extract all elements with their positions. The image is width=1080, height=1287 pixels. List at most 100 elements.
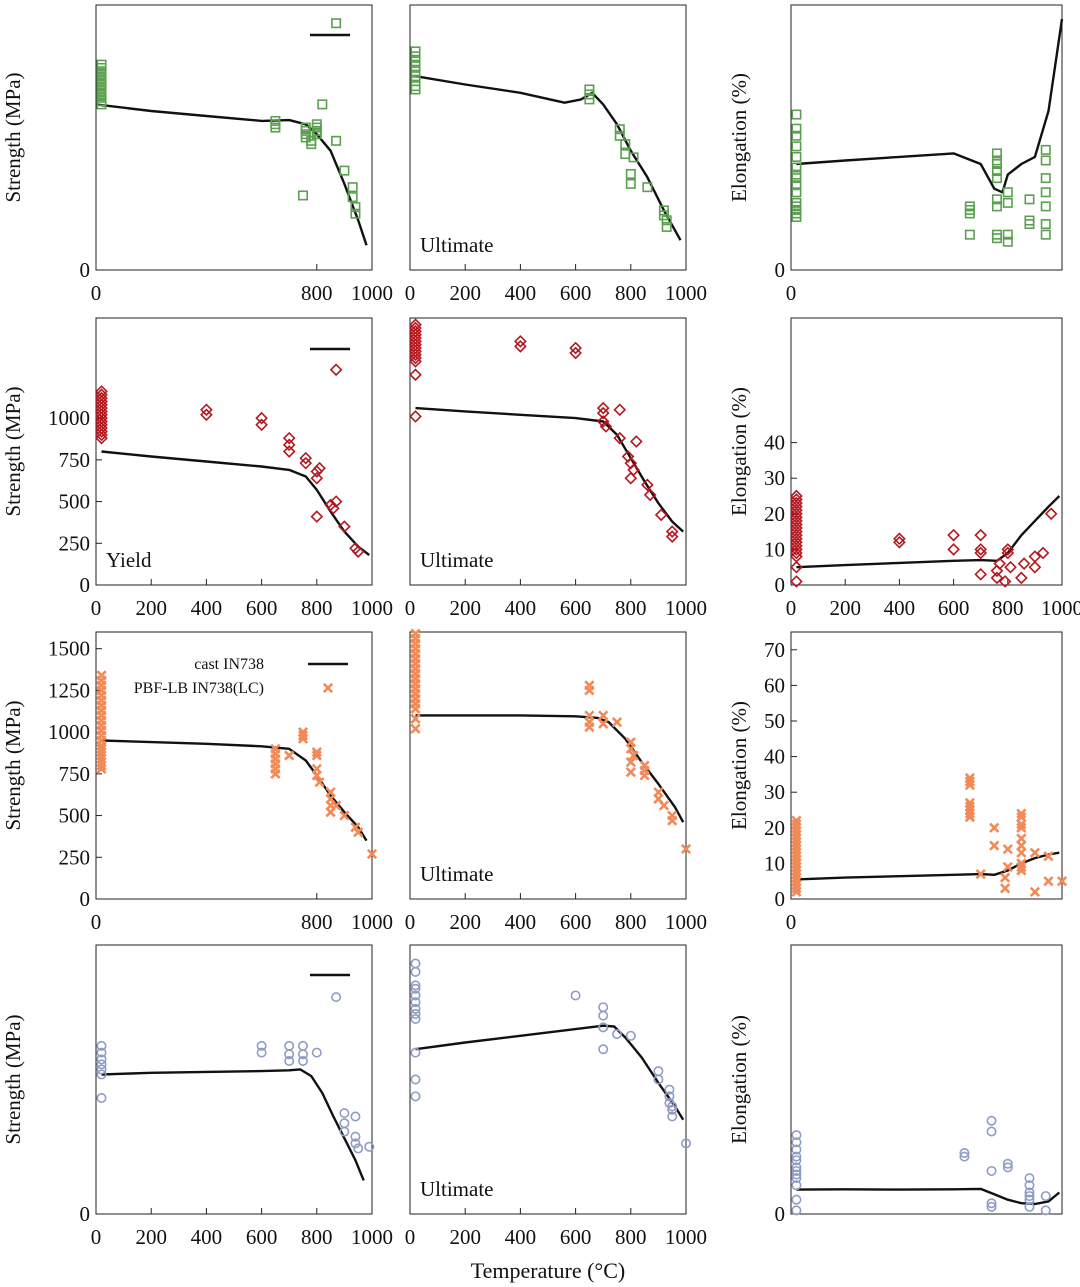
data-point bbox=[629, 435, 643, 448]
data-point bbox=[990, 571, 1004, 585]
data-point bbox=[310, 471, 324, 485]
data-point bbox=[790, 546, 803, 560]
data-point bbox=[339, 165, 350, 176]
data-point bbox=[1024, 1173, 1035, 1184]
legend-label: cast IN738 bbox=[194, 656, 264, 673]
x-tick-label: 200 bbox=[135, 1225, 167, 1249]
data-point bbox=[409, 368, 422, 382]
data-point bbox=[1024, 219, 1035, 230]
data-point bbox=[975, 868, 986, 880]
data-point bbox=[959, 1148, 970, 1159]
data-point bbox=[256, 1040, 267, 1051]
data-point bbox=[998, 575, 1012, 588]
y-tick-label: 20 bbox=[764, 502, 785, 526]
data-point bbox=[282, 445, 296, 458]
data-point bbox=[347, 182, 358, 193]
data-point bbox=[598, 1044, 609, 1055]
data-point bbox=[1043, 876, 1054, 887]
data-point bbox=[410, 1074, 421, 1085]
data-point bbox=[351, 545, 365, 558]
y-tick-label: 0 bbox=[80, 887, 91, 911]
panel-3-2: 0 Elongation (%) bbox=[727, 944, 1063, 1226]
series-line-cast bbox=[415, 1024, 685, 1121]
panel-3-0: 0 200 400 600 800 1000 0 Strength (MPa) bbox=[1, 944, 393, 1249]
data-point bbox=[347, 192, 358, 203]
data-point bbox=[297, 1040, 308, 1051]
data-point bbox=[409, 331, 422, 345]
y-tick-label: 20 bbox=[764, 816, 785, 840]
plot-frame bbox=[790, 944, 1063, 1215]
data-point bbox=[791, 1162, 802, 1173]
data-point bbox=[959, 1151, 970, 1162]
x-tick-label: 0 bbox=[91, 596, 102, 620]
data-point bbox=[95, 385, 108, 398]
data-point bbox=[96, 1064, 107, 1075]
y-tick-label: 30 bbox=[764, 780, 785, 804]
x-tick-label: 600 bbox=[560, 596, 592, 620]
y-tick-label: 0 bbox=[80, 1202, 91, 1226]
data-point bbox=[790, 535, 803, 549]
data-point bbox=[667, 1101, 678, 1112]
data-point bbox=[964, 779, 975, 791]
y-tick-label: 70 bbox=[764, 638, 785, 662]
data-point bbox=[1002, 187, 1013, 198]
series-line-cast bbox=[796, 851, 1060, 881]
series-line-cast bbox=[101, 450, 370, 556]
y-tick-label: 500 bbox=[59, 490, 91, 514]
data-point bbox=[1040, 219, 1051, 230]
plot-frame bbox=[409, 944, 687, 1215]
x-tick-label: 600 bbox=[560, 910, 592, 934]
data-point bbox=[96, 763, 107, 774]
data-point bbox=[790, 521, 803, 535]
x-tick-label: 400 bbox=[191, 1225, 223, 1249]
data-point bbox=[331, 992, 342, 1003]
y-tick-label: 60 bbox=[764, 673, 785, 697]
data-point bbox=[620, 139, 631, 150]
data-point bbox=[409, 410, 422, 423]
data-point bbox=[584, 685, 595, 696]
y-tick-label: 0 bbox=[80, 258, 91, 282]
data-point bbox=[95, 395, 108, 408]
data-point bbox=[664, 1091, 675, 1102]
data-point bbox=[791, 883, 802, 894]
data-point bbox=[338, 520, 351, 533]
data-point bbox=[284, 1040, 295, 1051]
y-tick-label: 30 bbox=[764, 466, 785, 490]
data-point bbox=[598, 1002, 609, 1013]
y-tick-label: 1500 bbox=[48, 637, 90, 661]
data-point bbox=[331, 18, 342, 29]
data-point bbox=[620, 149, 631, 160]
x-tick-label: 800 bbox=[615, 596, 647, 620]
data-point bbox=[986, 1198, 997, 1209]
data-point bbox=[791, 212, 802, 223]
data-point bbox=[1002, 861, 1013, 873]
data-point bbox=[1002, 197, 1013, 208]
data-point bbox=[1001, 543, 1015, 556]
data-point bbox=[964, 208, 975, 219]
data-point bbox=[310, 465, 324, 478]
data-point bbox=[1004, 560, 1017, 574]
x-tick-label: 400 bbox=[505, 596, 537, 620]
data-point bbox=[791, 1173, 802, 1184]
data-point bbox=[1036, 546, 1050, 560]
plot-frame bbox=[790, 4, 1063, 271]
data-point bbox=[790, 500, 803, 514]
data-point bbox=[1043, 851, 1054, 862]
y-tick-label: 50 bbox=[764, 709, 785, 733]
y-tick-label: 0 bbox=[775, 1202, 786, 1226]
data-point bbox=[611, 1029, 622, 1040]
data-point bbox=[791, 1155, 802, 1166]
data-point bbox=[661, 215, 672, 226]
data-point bbox=[300, 132, 311, 143]
data-point bbox=[989, 840, 1000, 851]
data-point bbox=[297, 1056, 308, 1067]
data-point bbox=[989, 822, 1000, 833]
data-point bbox=[639, 770, 650, 781]
data-point bbox=[596, 406, 610, 420]
x-tick-label: 400 bbox=[505, 910, 537, 934]
data-point bbox=[680, 1138, 691, 1149]
data-point bbox=[680, 843, 692, 855]
x-tick-label: 800 bbox=[992, 596, 1024, 620]
x-tick-label: 200 bbox=[135, 596, 167, 620]
data-point bbox=[947, 528, 960, 542]
